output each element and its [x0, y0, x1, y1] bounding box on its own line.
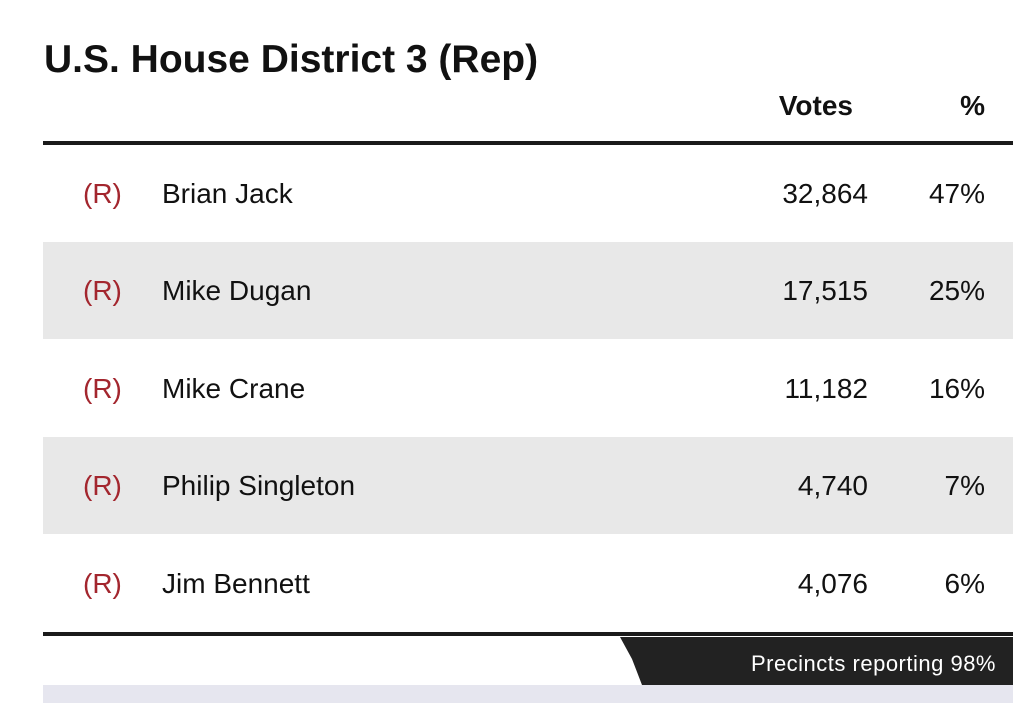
vote-count: 4,740 [797, 470, 868, 502]
party: (R) [83, 178, 122, 209]
result-row: (R) Mike Dugan 17,515 25% [43, 242, 1013, 340]
party: (R) [83, 567, 122, 599]
vote-count: 17,515 [782, 275, 868, 307]
votes-header: Votes [778, 90, 853, 121]
result-row: (R) Mike Crane 11,182 16% [43, 340, 1013, 437]
party: (R) [83, 470, 122, 502]
vote-percent: 6% [944, 567, 985, 599]
result-row: (R) Philip Singleton 4,740 7% [43, 437, 1013, 535]
candidate-name: Mike Dugan [162, 275, 312, 307]
result-row: (R) Jim Bennett 4,076 6% [43, 535, 1013, 632]
vote-count: 4,076 [797, 567, 868, 599]
vote-count: 11,182 [784, 372, 868, 404]
footer-rule [43, 632, 1013, 636]
vote-percent: 25% [928, 275, 985, 307]
bottom-band [43, 685, 1013, 703]
race-title: U.S. House District 3 (Rep) [44, 38, 539, 81]
candidate-name: Mike Crane [162, 372, 306, 404]
candidate-name: Brian Jack [162, 178, 293, 209]
candidate-name: Philip Singleton [162, 470, 356, 502]
vote-count: 32,864 [782, 178, 868, 209]
vote-percent: 16% [928, 372, 985, 404]
header-rule [43, 141, 1013, 145]
footer-band [620, 637, 1013, 685]
percent-header: % [960, 90, 985, 121]
result-row: (R) Brian Jack 32,864 47% [43, 145, 1013, 242]
candidate-name: Jim Bennett [162, 567, 310, 599]
party: (R) [83, 372, 122, 404]
vote-percent: 7% [944, 470, 985, 502]
precincts-reporting: Precincts reporting 98% [750, 651, 996, 676]
party: (R) [83, 275, 122, 307]
vote-percent: 47% [928, 178, 985, 209]
